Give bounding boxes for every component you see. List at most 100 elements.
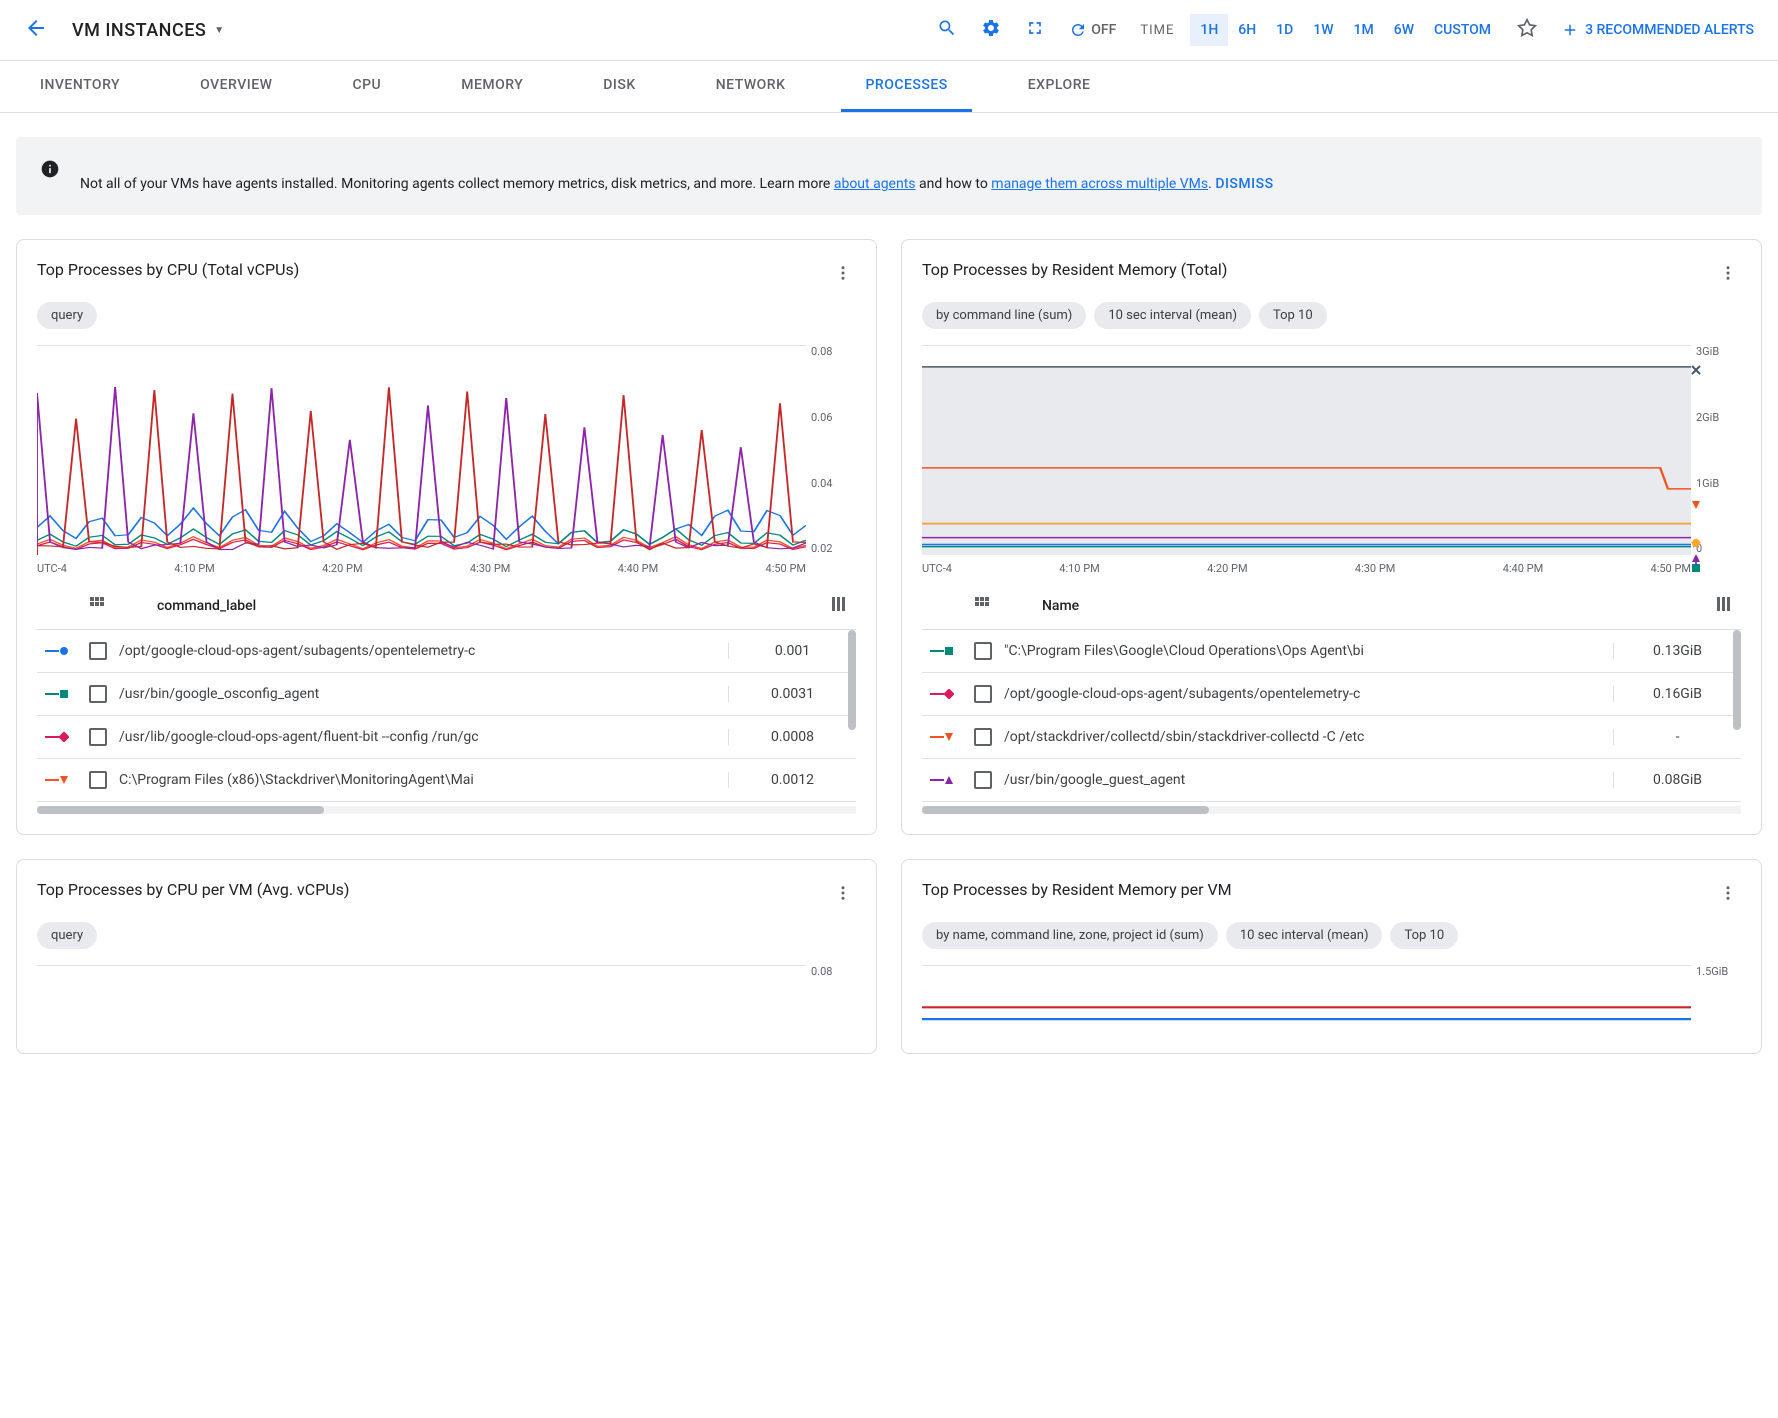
table-row: /usr/bin/google_osconfig_agent 0.0031 [37, 673, 856, 716]
card-title: Top Processes by Resident Memory (Total) [922, 260, 1227, 279]
vertical-scrollbar[interactable] [848, 630, 856, 730]
legend-marker [930, 732, 954, 742]
row-value: 0.0008 [728, 729, 848, 745]
chart-card-2: Top Processes by CPU per VM (Avg. vCPUs)… [16, 859, 877, 1054]
fullscreen-icon[interactable] [1017, 10, 1053, 50]
table-header: command_label [37, 583, 856, 630]
row-label: "C:\Program Files\Google\Cloud Operation… [1004, 643, 1613, 659]
chip-group: query [37, 922, 856, 949]
chip[interactable]: Top 10 [1259, 302, 1327, 329]
row-value: 0.0031 [728, 686, 848, 702]
chart-area: 0.080.060.040.02 UTC-44:10 PM4:20 PM4:30… [37, 345, 856, 575]
row-label: C:\Program Files (x86)\Stackdriver\Monit… [119, 772, 728, 788]
horizontal-scrollbar[interactable] [922, 806, 1741, 814]
time-range-6w[interactable]: 6W [1384, 14, 1424, 46]
tab-memory[interactable]: MEMORY [437, 61, 547, 112]
time-range-1d[interactable]: 1D [1266, 14, 1303, 46]
table-row: /usr/bin/google_guest_agent 0.08GiB [922, 759, 1741, 802]
card-menu-icon[interactable] [830, 880, 856, 910]
time-range-6h[interactable]: 6H [1228, 14, 1266, 46]
time-range-1m[interactable]: 1M [1344, 14, 1384, 46]
table-body: "C:\Program Files\Google\Cloud Operation… [922, 630, 1741, 802]
row-checkbox[interactable] [974, 728, 992, 746]
row-label: /usr/bin/google_guest_agent [1004, 772, 1613, 788]
about-agents-link[interactable]: about agents [834, 176, 916, 192]
banner-text-1: Not all of your VMs have agents installe… [80, 176, 834, 192]
table-column-label: Name [1042, 598, 1715, 614]
table-row: /opt/google-cloud-ops-agent/subagents/op… [37, 630, 856, 673]
time-range-1h[interactable]: 1H [1190, 14, 1228, 46]
table-row: "C:\Program Files\Google\Cloud Operation… [922, 630, 1741, 673]
dismiss-button[interactable]: DISMISS [1215, 173, 1273, 195]
row-value: 0.001 [728, 643, 848, 659]
series-end-marker [1691, 363, 1701, 379]
star-icon[interactable] [1509, 10, 1545, 50]
alerts-link-text: 3 RECOMMENDED ALERTS [1585, 22, 1754, 38]
card-title: Top Processes by CPU (Total vCPUs) [37, 260, 299, 279]
chip[interactable]: by name, command line, zone, project id … [922, 922, 1218, 949]
chip-group: query [37, 302, 856, 329]
row-label: /usr/bin/google_osconfig_agent [119, 686, 728, 702]
table-column-label: command_label [157, 598, 830, 614]
tab-explore[interactable]: EXPLORE [1004, 61, 1115, 112]
card-menu-icon[interactable] [830, 260, 856, 290]
manage-vms-link[interactable]: manage them across multiple VMs [991, 176, 1208, 192]
info-icon [40, 159, 60, 184]
tab-cpu[interactable]: CPU [328, 61, 405, 112]
tab-network[interactable]: NETWORK [692, 61, 810, 112]
time-range-group: 1H6H1D1W1M6WCUSTOM [1190, 14, 1501, 46]
time-range-custom[interactable]: CUSTOM [1424, 14, 1501, 46]
tab-disk[interactable]: DISK [579, 61, 659, 112]
recommended-alerts-link[interactable]: 3 RECOMMENDED ALERTS [1553, 13, 1762, 47]
refresh-off-button[interactable]: OFF [1061, 13, 1124, 47]
column-settings-icon[interactable] [1715, 595, 1733, 617]
card-title: Top Processes by CPU per VM (Avg. vCPUs) [37, 880, 350, 899]
chip[interactable]: query [37, 302, 97, 329]
chart-card-1: Top Processes by Resident Memory (Total)… [901, 239, 1762, 835]
chip[interactable]: 10 sec interval (mean) [1226, 922, 1383, 949]
chip[interactable]: query [37, 922, 97, 949]
legend-marker [45, 646, 69, 656]
tab-processes[interactable]: PROCESSES [841, 61, 971, 112]
search-icon[interactable] [929, 10, 965, 50]
info-banner: Not all of your VMs have agents installe… [16, 137, 1762, 215]
row-checkbox[interactable] [974, 685, 992, 703]
card-menu-icon[interactable] [1715, 880, 1741, 910]
chart-card-3: Top Processes by Resident Memory per VM … [901, 859, 1762, 1054]
settings-icon[interactable] [973, 10, 1009, 50]
row-value: - [1613, 729, 1733, 745]
horizontal-scrollbar[interactable] [37, 806, 856, 814]
card-menu-icon[interactable] [1715, 260, 1741, 290]
chip[interactable]: 10 sec interval (mean) [1094, 302, 1251, 329]
dashboard-grid: Top Processes by CPU (Total vCPUs) query… [0, 239, 1778, 1078]
row-label: /opt/stackdriver/collectd/sbin/stackdriv… [1004, 729, 1613, 745]
series-end-marker [1691, 561, 1701, 577]
vertical-scrollbar[interactable] [1733, 630, 1741, 730]
series-end-marker [1691, 536, 1701, 552]
grid-icon [89, 596, 105, 616]
chart-area-partial: 0.08 [37, 965, 856, 1025]
row-checkbox[interactable] [89, 771, 107, 789]
banner-text-3: . [1208, 176, 1212, 192]
time-range-1w[interactable]: 1W [1303, 14, 1343, 46]
row-checkbox[interactable] [974, 771, 992, 789]
row-value: 0.16GiB [1613, 686, 1733, 702]
back-arrow-icon[interactable] [16, 8, 56, 52]
table-body: /opt/google-cloud-ops-agent/subagents/op… [37, 630, 856, 802]
header-bar: VM INSTANCES ▼ OFF TIME 1H6H1D1W1M6WCUST… [0, 0, 1778, 61]
row-checkbox[interactable] [89, 642, 107, 660]
row-checkbox[interactable] [89, 728, 107, 746]
row-checkbox[interactable] [89, 685, 107, 703]
table-row: /opt/stackdriver/collectd/sbin/stackdriv… [922, 716, 1741, 759]
page-title[interactable]: VM INSTANCES ▼ [72, 20, 225, 41]
chip[interactable]: by command line (sum) [922, 302, 1086, 329]
chip[interactable]: Top 10 [1390, 922, 1458, 949]
row-checkbox[interactable] [974, 642, 992, 660]
table-header: Name [922, 583, 1741, 630]
tab-overview[interactable]: OVERVIEW [176, 61, 296, 112]
tab-inventory[interactable]: INVENTORY [16, 61, 144, 112]
legend-marker [930, 646, 954, 656]
row-label: /usr/lib/google-cloud-ops-agent/fluent-b… [119, 729, 728, 745]
legend-marker [45, 732, 69, 742]
column-settings-icon[interactable] [830, 595, 848, 617]
